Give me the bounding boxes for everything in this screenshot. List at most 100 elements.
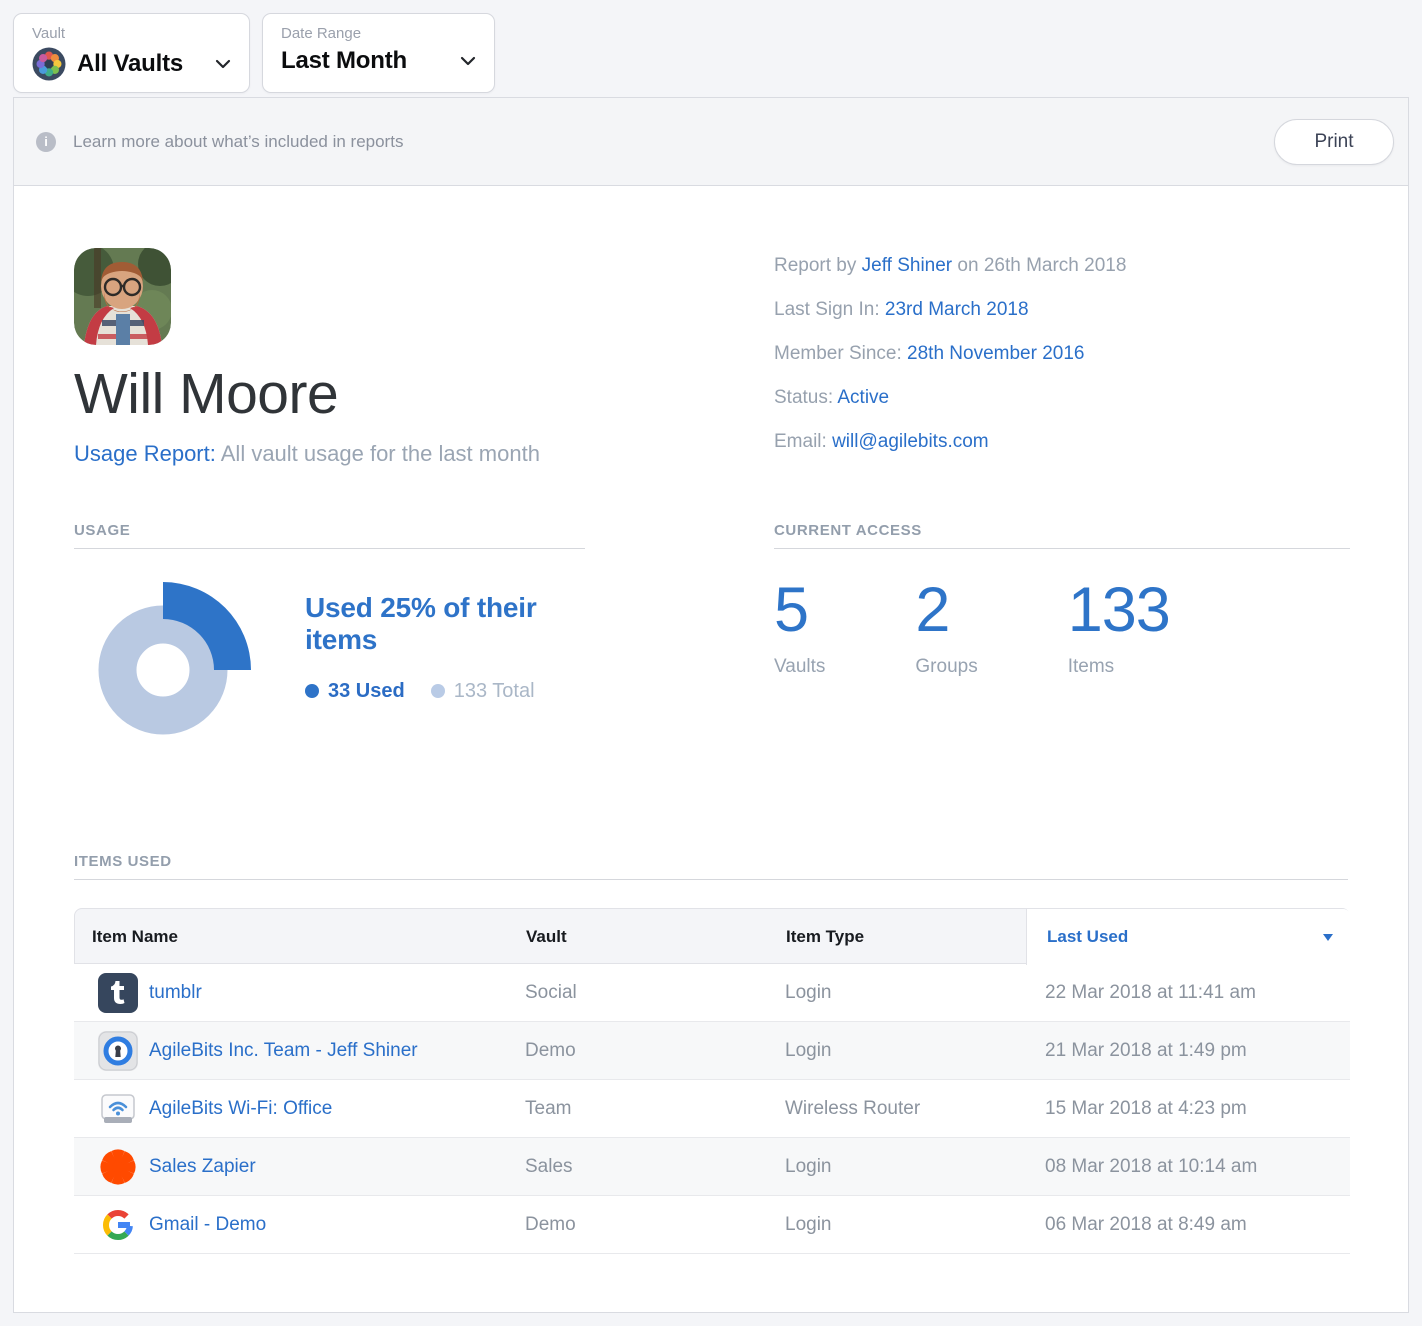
item-type-cell: Login xyxy=(785,1155,832,1177)
item-vault-cell: Demo xyxy=(525,1039,576,1061)
tumblr-icon xyxy=(98,972,138,1013)
table-body: tumblr Social Login 22 Mar 2018 at 11:41… xyxy=(74,964,1350,1254)
chevron-down-icon xyxy=(460,56,476,66)
item-link[interactable]: AgileBits Wi-Fi: Office xyxy=(149,1097,333,1119)
items-used-section-title: ITEMS USED xyxy=(74,853,1348,880)
google-icon xyxy=(103,1209,133,1240)
meta-email: Email: will@agilebits.com xyxy=(774,431,989,452)
table-row: Gmail - Demo Demo Login 06 Mar 2018 at 8… xyxy=(74,1196,1350,1254)
zapier-icon xyxy=(100,1148,136,1185)
info-bar: i Learn more about what’s included in re… xyxy=(14,98,1408,186)
date-range-filter-dropdown[interactable]: Date Range Last Month xyxy=(262,13,495,93)
usage-section-title: USAGE xyxy=(74,522,585,549)
table-row: AgileBits Wi-Fi: Office Team Wireless Ro… xyxy=(74,1080,1350,1138)
item-name-cell: AgileBits Inc. Team - Jeff Shiner xyxy=(74,1030,511,1071)
usage-donut-chart xyxy=(86,582,261,753)
profile-row: Will Moore Usage Report: All vault usage… xyxy=(74,248,1348,474)
vault-filter-label: Vault xyxy=(32,25,66,42)
usage-legend: 33 Used 133 Total xyxy=(305,680,577,703)
item-last-used-cell: 22 Mar 2018 at 11:41 am xyxy=(1045,981,1256,1003)
member-since-value: 28th November 2016 xyxy=(907,343,1085,364)
item-type-cell: Login xyxy=(785,981,832,1003)
report-card: i Learn more about what’s included in re… xyxy=(13,97,1409,1313)
table-header-row: Item Name Vault Item Type Last Used xyxy=(74,908,1351,965)
stat-value: 133 xyxy=(1067,575,1171,645)
status-badge: Active xyxy=(837,387,890,408)
column-header-item-type: Item Type xyxy=(786,927,865,946)
item-type-cell: Login xyxy=(785,1039,832,1061)
legend-used-dot-icon xyxy=(305,684,319,699)
items-table: Item Name Vault Item Type Last Used tumb… xyxy=(74,908,1351,1254)
chevron-down-icon xyxy=(215,59,231,69)
meta-status: Status: Active xyxy=(774,387,890,408)
meta-report-by: Report by Jeff Shiner on 26th March 2018 xyxy=(774,255,1127,276)
stat-label: Items xyxy=(1067,656,1115,677)
1password-icon xyxy=(98,1030,138,1071)
stat-items: 133 Items xyxy=(1067,575,1171,678)
stats-row: USAGE Used 25% of their items xyxy=(74,522,1350,753)
legend-total-dot-icon xyxy=(430,684,445,699)
item-type-cell: Login xyxy=(785,1213,832,1235)
meta-member-since: Member Since: 28th November 2016 xyxy=(774,343,1085,364)
item-vault-cell: Sales xyxy=(525,1155,573,1177)
report-type-desc: All vault usage for the last month xyxy=(215,440,540,466)
report-subtitle: Usage Report: All vault usage for the la… xyxy=(74,441,585,467)
avatar xyxy=(74,248,171,345)
info-bar-text[interactable]: Learn more about what’s included in repo… xyxy=(73,131,404,151)
date-range-filter-label: Date Range xyxy=(281,25,362,42)
current-access-section-title: CURRENT ACCESS xyxy=(774,522,1350,549)
item-name-cell: Sales Zapier xyxy=(74,1147,511,1187)
item-name-cell: AgileBits Wi-Fi: Office xyxy=(74,1089,511,1129)
sort-caret-icon xyxy=(1323,933,1333,941)
all-vaults-icon xyxy=(32,47,66,81)
stat-value: 2 xyxy=(915,575,950,645)
item-last-used-cell: 15 Mar 2018 at 4:23 pm xyxy=(1045,1097,1247,1119)
legend-used: 33 Used xyxy=(305,680,405,703)
item-link[interactable]: tumblr xyxy=(149,981,202,1003)
info-icon: i xyxy=(36,131,56,152)
column-header-vault: Vault xyxy=(526,927,567,946)
column-header-item-name: Item Name xyxy=(92,927,178,946)
report-meta: Report by Jeff Shiner on 26th March 2018… xyxy=(774,248,1350,474)
stat-value: 5 xyxy=(774,575,809,645)
email-link[interactable]: will@agilebits.com xyxy=(832,431,989,452)
item-last-used-cell: 06 Mar 2018 at 8:49 am xyxy=(1045,1213,1247,1235)
meta-last-sign-in: Last Sign In: 23rd March 2018 xyxy=(774,299,1029,320)
item-link[interactable]: AgileBits Inc. Team - Jeff Shiner xyxy=(149,1039,418,1061)
item-link[interactable]: Gmail - Demo xyxy=(149,1213,267,1235)
item-name-cell: tumblr xyxy=(74,972,511,1013)
item-vault-cell: Demo xyxy=(525,1213,576,1235)
column-header-last-used-sort[interactable]: Last Used xyxy=(1026,909,1351,965)
stat-groups: 2 Groups xyxy=(915,579,977,678)
item-link[interactable]: Sales Zapier xyxy=(149,1155,256,1177)
table-row: AgileBits Inc. Team - Jeff Shiner Demo L… xyxy=(74,1022,1350,1080)
item-name-cell: Gmail - Demo xyxy=(74,1205,511,1245)
table-row: Sales Zapier Sales Login 08 Mar 2018 at … xyxy=(74,1138,1350,1196)
current-access-stats: 5 Vaults 2 Groups 133 Items xyxy=(774,579,1350,678)
stat-label: Groups xyxy=(915,656,978,677)
stat-label: Vaults xyxy=(774,656,826,677)
reporter-link[interactable]: Jeff Shiner xyxy=(861,255,953,276)
usage-headline: Used 25% of their items xyxy=(305,592,537,655)
vault-filter-value: All Vaults xyxy=(77,50,184,77)
date-range-filter-value: Last Month xyxy=(281,47,407,74)
legend-total: 133 Total xyxy=(430,680,535,703)
item-vault-cell: Team xyxy=(525,1097,572,1119)
current-access-section: CURRENT ACCESS 5 Vaults 2 Groups 133 Ite… xyxy=(774,522,1350,753)
usage-section: USAGE Used 25% of their items xyxy=(74,522,585,753)
report-type-label: Usage Report: xyxy=(74,440,216,466)
last-sign-in-value: 23rd March 2018 xyxy=(884,299,1029,320)
vault-filter-dropdown[interactable]: Vault All Vaults xyxy=(13,13,250,93)
item-last-used-cell: 21 Mar 2018 at 1:49 pm xyxy=(1045,1039,1247,1061)
profile-left: Will Moore Usage Report: All vault usage… xyxy=(74,248,585,474)
items-used-section: ITEMS USED Item Name Vault Item Type Las… xyxy=(74,853,1351,1254)
report-content: Will Moore Usage Report: All vault usage… xyxy=(14,186,1408,1312)
item-vault-cell: Social xyxy=(525,981,577,1003)
item-type-cell: Wireless Router xyxy=(785,1097,921,1119)
item-last-used-cell: 08 Mar 2018 at 10:14 am xyxy=(1045,1155,1258,1177)
table-row: tumblr Social Login 22 Mar 2018 at 11:41… xyxy=(74,964,1350,1022)
stat-vaults: 5 Vaults xyxy=(774,579,825,678)
print-button[interactable]: Print xyxy=(1274,118,1394,165)
page-title-person-name: Will Moore xyxy=(74,362,339,426)
wifi-router-icon xyxy=(101,1093,135,1123)
